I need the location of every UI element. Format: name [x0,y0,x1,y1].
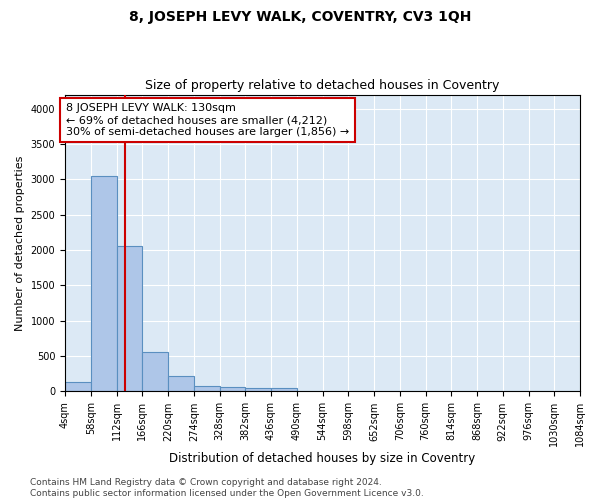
Bar [271,388,297,392]
Title: Size of property relative to detached houses in Coventry: Size of property relative to detached ho… [145,79,500,92]
Text: Contains HM Land Registry data © Crown copyright and database right 2024.
Contai: Contains HM Land Registry data © Crown c… [30,478,424,498]
Text: 8, JOSEPH LEVY WALK, COVENTRY, CV3 1QH: 8, JOSEPH LEVY WALK, COVENTRY, CV3 1QH [129,10,471,24]
Y-axis label: Number of detached properties: Number of detached properties [15,156,25,330]
Bar [65,382,91,392]
Bar [168,376,194,392]
Bar [116,246,142,392]
Bar [91,176,116,392]
Text: 8 JOSEPH LEVY WALK: 130sqm
← 69% of detached houses are smaller (4,212)
30% of s: 8 JOSEPH LEVY WALK: 130sqm ← 69% of deta… [66,104,349,136]
Bar [194,386,220,392]
X-axis label: Distribution of detached houses by size in Coventry: Distribution of detached houses by size … [169,452,476,465]
Bar [220,387,245,392]
Bar [245,388,271,392]
Bar [142,352,168,392]
